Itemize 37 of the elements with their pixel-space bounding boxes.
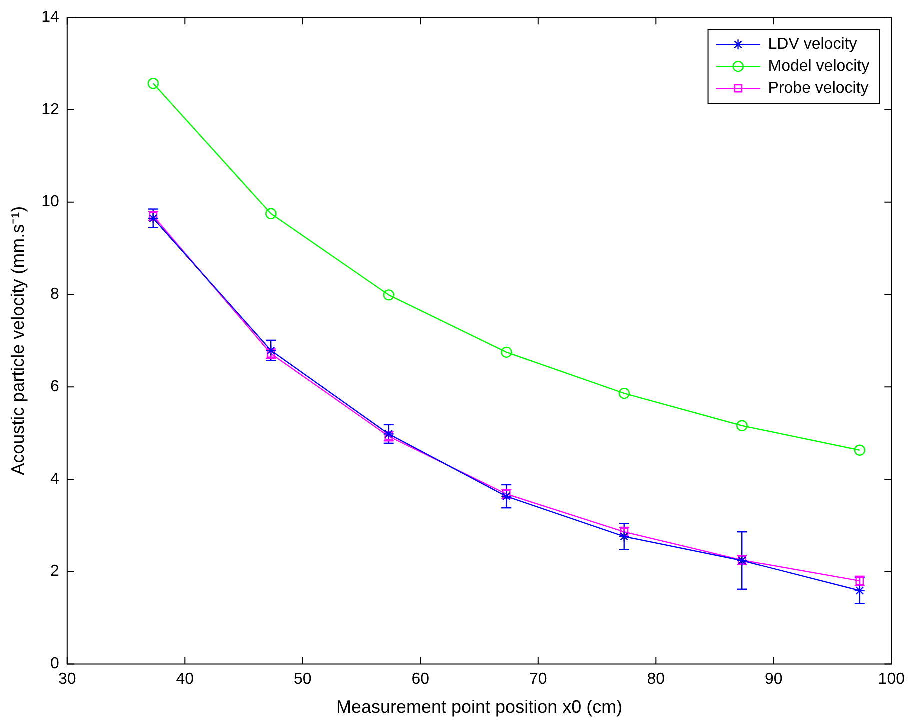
point <box>266 345 277 356</box>
y-tick-label: 14 <box>42 9 60 26</box>
point <box>501 346 512 358</box>
point <box>736 420 748 432</box>
point <box>148 78 159 90</box>
point <box>148 212 159 224</box>
legend-label: Probe velocity <box>768 80 869 98</box>
point <box>266 208 277 220</box>
x-tick-label: 50 <box>294 671 312 688</box>
y-tick-label: 2 <box>50 563 60 580</box>
point <box>618 531 630 542</box>
y-tick-label: 4 <box>50 470 60 488</box>
y-tick-label: 6 <box>50 378 60 396</box>
point <box>383 428 394 440</box>
y-tick-label: 8 <box>50 286 60 304</box>
point <box>854 585 866 596</box>
x-tick-label: 60 <box>412 671 430 688</box>
x-tick-label: 80 <box>647 671 666 688</box>
y-tick-label: 10 <box>42 194 60 211</box>
x-tick-label: 30 <box>58 671 76 688</box>
point <box>618 388 630 400</box>
legend-label: Model velocity <box>768 58 870 76</box>
x-axis-title: Measurement point position x0 (cm) <box>336 697 623 718</box>
point <box>149 212 158 220</box>
point <box>854 444 866 456</box>
x-tick-label: 90 <box>765 671 783 688</box>
x-tick-label: 40 <box>176 671 194 688</box>
y-axis-title: Acoustic particle velocity (mm.s⁻¹) <box>8 206 28 476</box>
x-tick-label: 70 <box>530 671 548 688</box>
x-tick-label: 100 <box>878 671 906 688</box>
y-tick-label: 0 <box>50 656 60 673</box>
y-tick-label: 12 <box>42 101 60 118</box>
point <box>501 490 512 502</box>
point <box>383 290 394 301</box>
point <box>384 432 393 441</box>
legend-label: LDV velocity <box>768 36 858 54</box>
point <box>266 350 276 358</box>
